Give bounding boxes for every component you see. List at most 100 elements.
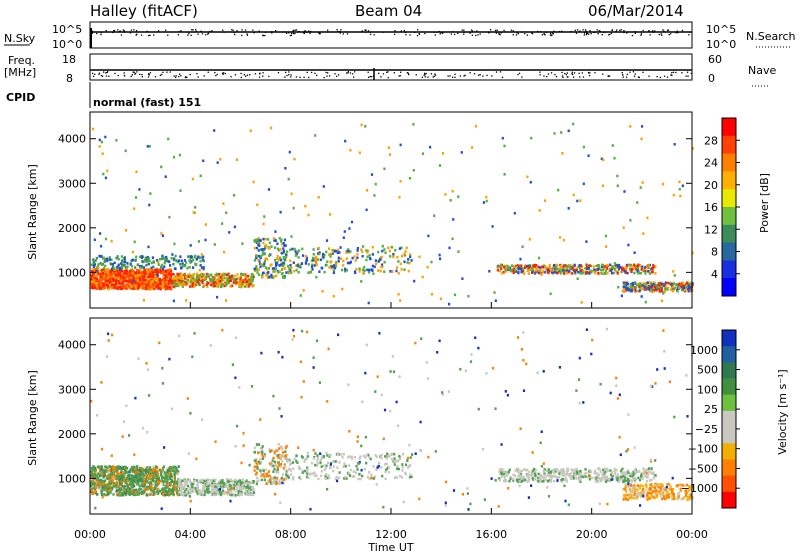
power-cell <box>229 284 232 288</box>
power-cell <box>568 269 571 273</box>
velocity-cell <box>365 461 368 465</box>
power-cell <box>608 269 611 273</box>
velocity-cell <box>316 458 319 462</box>
velocity-cell <box>369 457 372 461</box>
power-cell <box>261 250 264 253</box>
velocity-cell <box>251 491 254 495</box>
velocity-cell <box>248 482 251 486</box>
power-cell <box>566 269 569 273</box>
velocity-cell <box>193 486 196 490</box>
power-cell <box>427 234 430 238</box>
velocity-cell <box>182 493 185 497</box>
velocity-cell <box>127 479 130 483</box>
power-cell <box>144 273 147 276</box>
nsky-point <box>222 29 224 31</box>
velocity-cell <box>140 479 143 483</box>
power-cell <box>165 286 169 290</box>
power-cell <box>209 273 213 277</box>
power-cell <box>129 275 132 278</box>
velocity-cell <box>141 471 144 475</box>
power-cell <box>166 259 170 263</box>
velocity-cell <box>118 484 121 487</box>
power-cell <box>176 273 180 277</box>
freq-point <box>284 76 286 78</box>
power-cell <box>90 263 93 267</box>
power-cell <box>421 152 425 155</box>
power-cell <box>266 238 270 241</box>
power-cell <box>136 279 139 282</box>
power-cell <box>669 281 672 285</box>
power-cell <box>344 139 347 143</box>
velocity-cell <box>233 484 236 487</box>
power-cell <box>253 259 256 262</box>
power-cell <box>503 265 506 269</box>
velocity-cell <box>122 467 125 471</box>
velocity-cell <box>164 493 167 497</box>
nsky-point <box>652 31 654 33</box>
power-cell <box>105 279 108 282</box>
nsky-point <box>575 32 578 34</box>
colorbar-swatch <box>722 242 736 261</box>
velocity-cell <box>134 466 137 469</box>
freq-series <box>90 68 692 80</box>
velocity-cell <box>233 481 236 484</box>
power-cell <box>102 277 105 280</box>
freq-point <box>258 76 261 78</box>
freq-point <box>571 71 573 73</box>
power-cell <box>683 288 687 292</box>
power-cell <box>325 250 328 254</box>
velocity-cell <box>292 477 295 481</box>
nsky-point <box>585 30 587 32</box>
velocity-cell <box>99 478 102 482</box>
power-cell <box>407 269 410 273</box>
freq-point <box>108 75 110 77</box>
power-cell <box>485 195 488 199</box>
freq-point <box>314 72 316 74</box>
velocity-cell <box>160 471 163 475</box>
power-cell <box>531 264 534 267</box>
velocity-cell <box>401 469 404 472</box>
velocity-cell <box>143 486 147 490</box>
nsky-point <box>584 29 587 31</box>
power-cell <box>124 149 127 153</box>
power-cell <box>215 272 218 276</box>
nsky-point <box>461 29 463 31</box>
velocity-cell <box>110 474 113 478</box>
power-cell <box>389 270 392 273</box>
nsky-point <box>583 32 586 34</box>
velocity-cell <box>259 469 262 472</box>
nsky-point <box>439 33 441 35</box>
nsky-point <box>488 32 490 34</box>
velocity-cell <box>134 493 137 497</box>
velocity-cell <box>139 469 142 473</box>
power-cell <box>553 132 556 135</box>
velocity-cell <box>115 468 118 472</box>
velocity-cell <box>281 451 285 454</box>
velocity-cell <box>91 492 94 496</box>
velocity-cell <box>562 474 566 477</box>
velocity-cell <box>160 492 163 495</box>
nsky-point <box>91 30 93 32</box>
power-cell <box>91 127 95 131</box>
nsky-point <box>96 32 98 35</box>
power-cell <box>281 264 285 268</box>
velocity-cell <box>223 492 226 495</box>
velocity-cell <box>239 481 242 485</box>
velocity-cell <box>325 464 328 468</box>
velocity-cell <box>603 472 607 476</box>
freq-point <box>285 71 287 73</box>
velocity-cell <box>281 473 285 476</box>
power-cell <box>322 255 325 259</box>
power-cell <box>231 284 234 288</box>
velocity-cell <box>130 480 133 484</box>
velocity-cell <box>277 461 280 464</box>
power-cell <box>123 263 126 267</box>
power-cell <box>395 269 398 273</box>
power-cell <box>547 268 550 271</box>
velocity-cell <box>122 471 125 474</box>
power-cell <box>524 264 527 267</box>
power-cell <box>616 270 619 274</box>
power-cell <box>167 137 170 141</box>
power-cell <box>644 284 647 288</box>
power-cell <box>377 250 380 254</box>
